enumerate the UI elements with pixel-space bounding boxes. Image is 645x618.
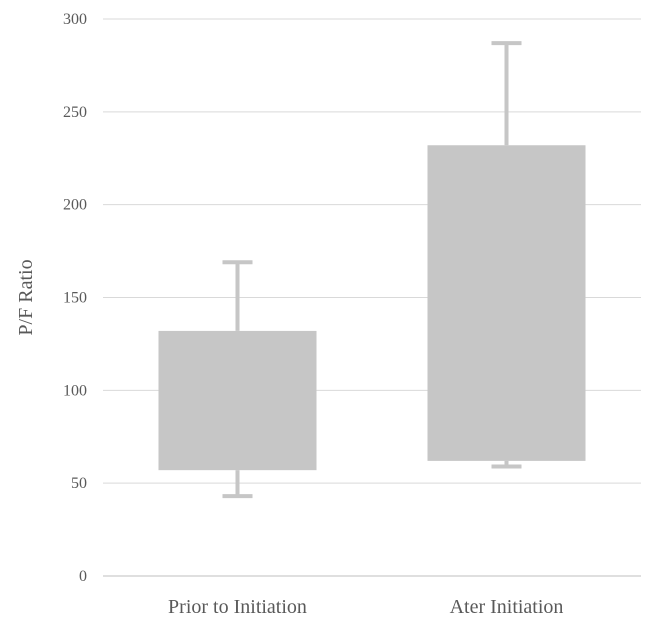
y-tick-label-250: 250 bbox=[63, 104, 87, 121]
x-category-label-2: Ater Initiation bbox=[450, 596, 564, 618]
y-tick-label-300: 300 bbox=[63, 11, 87, 28]
x-category-label-1: Prior to Initiation bbox=[168, 596, 307, 618]
y-tick-label-50: 50 bbox=[71, 475, 87, 492]
y-axis-title: P/F Ratio bbox=[15, 259, 37, 335]
box-1 bbox=[158, 260, 317, 499]
box-body bbox=[427, 145, 586, 461]
box-body bbox=[158, 330, 317, 471]
y-tick-label-200: 200 bbox=[63, 197, 87, 214]
y-tick-label-150: 150 bbox=[63, 290, 87, 307]
y-tick-label-0: 0 bbox=[79, 568, 87, 585]
x-axis-category-labels: Prior to Initiation Ater Initiation bbox=[168, 596, 563, 618]
y-axis-tick-labels: 0 50 100 150 200 250 300 bbox=[63, 11, 87, 585]
box-2 bbox=[427, 41, 586, 469]
box-series bbox=[158, 41, 586, 499]
y-tick-label-100: 100 bbox=[63, 382, 87, 399]
